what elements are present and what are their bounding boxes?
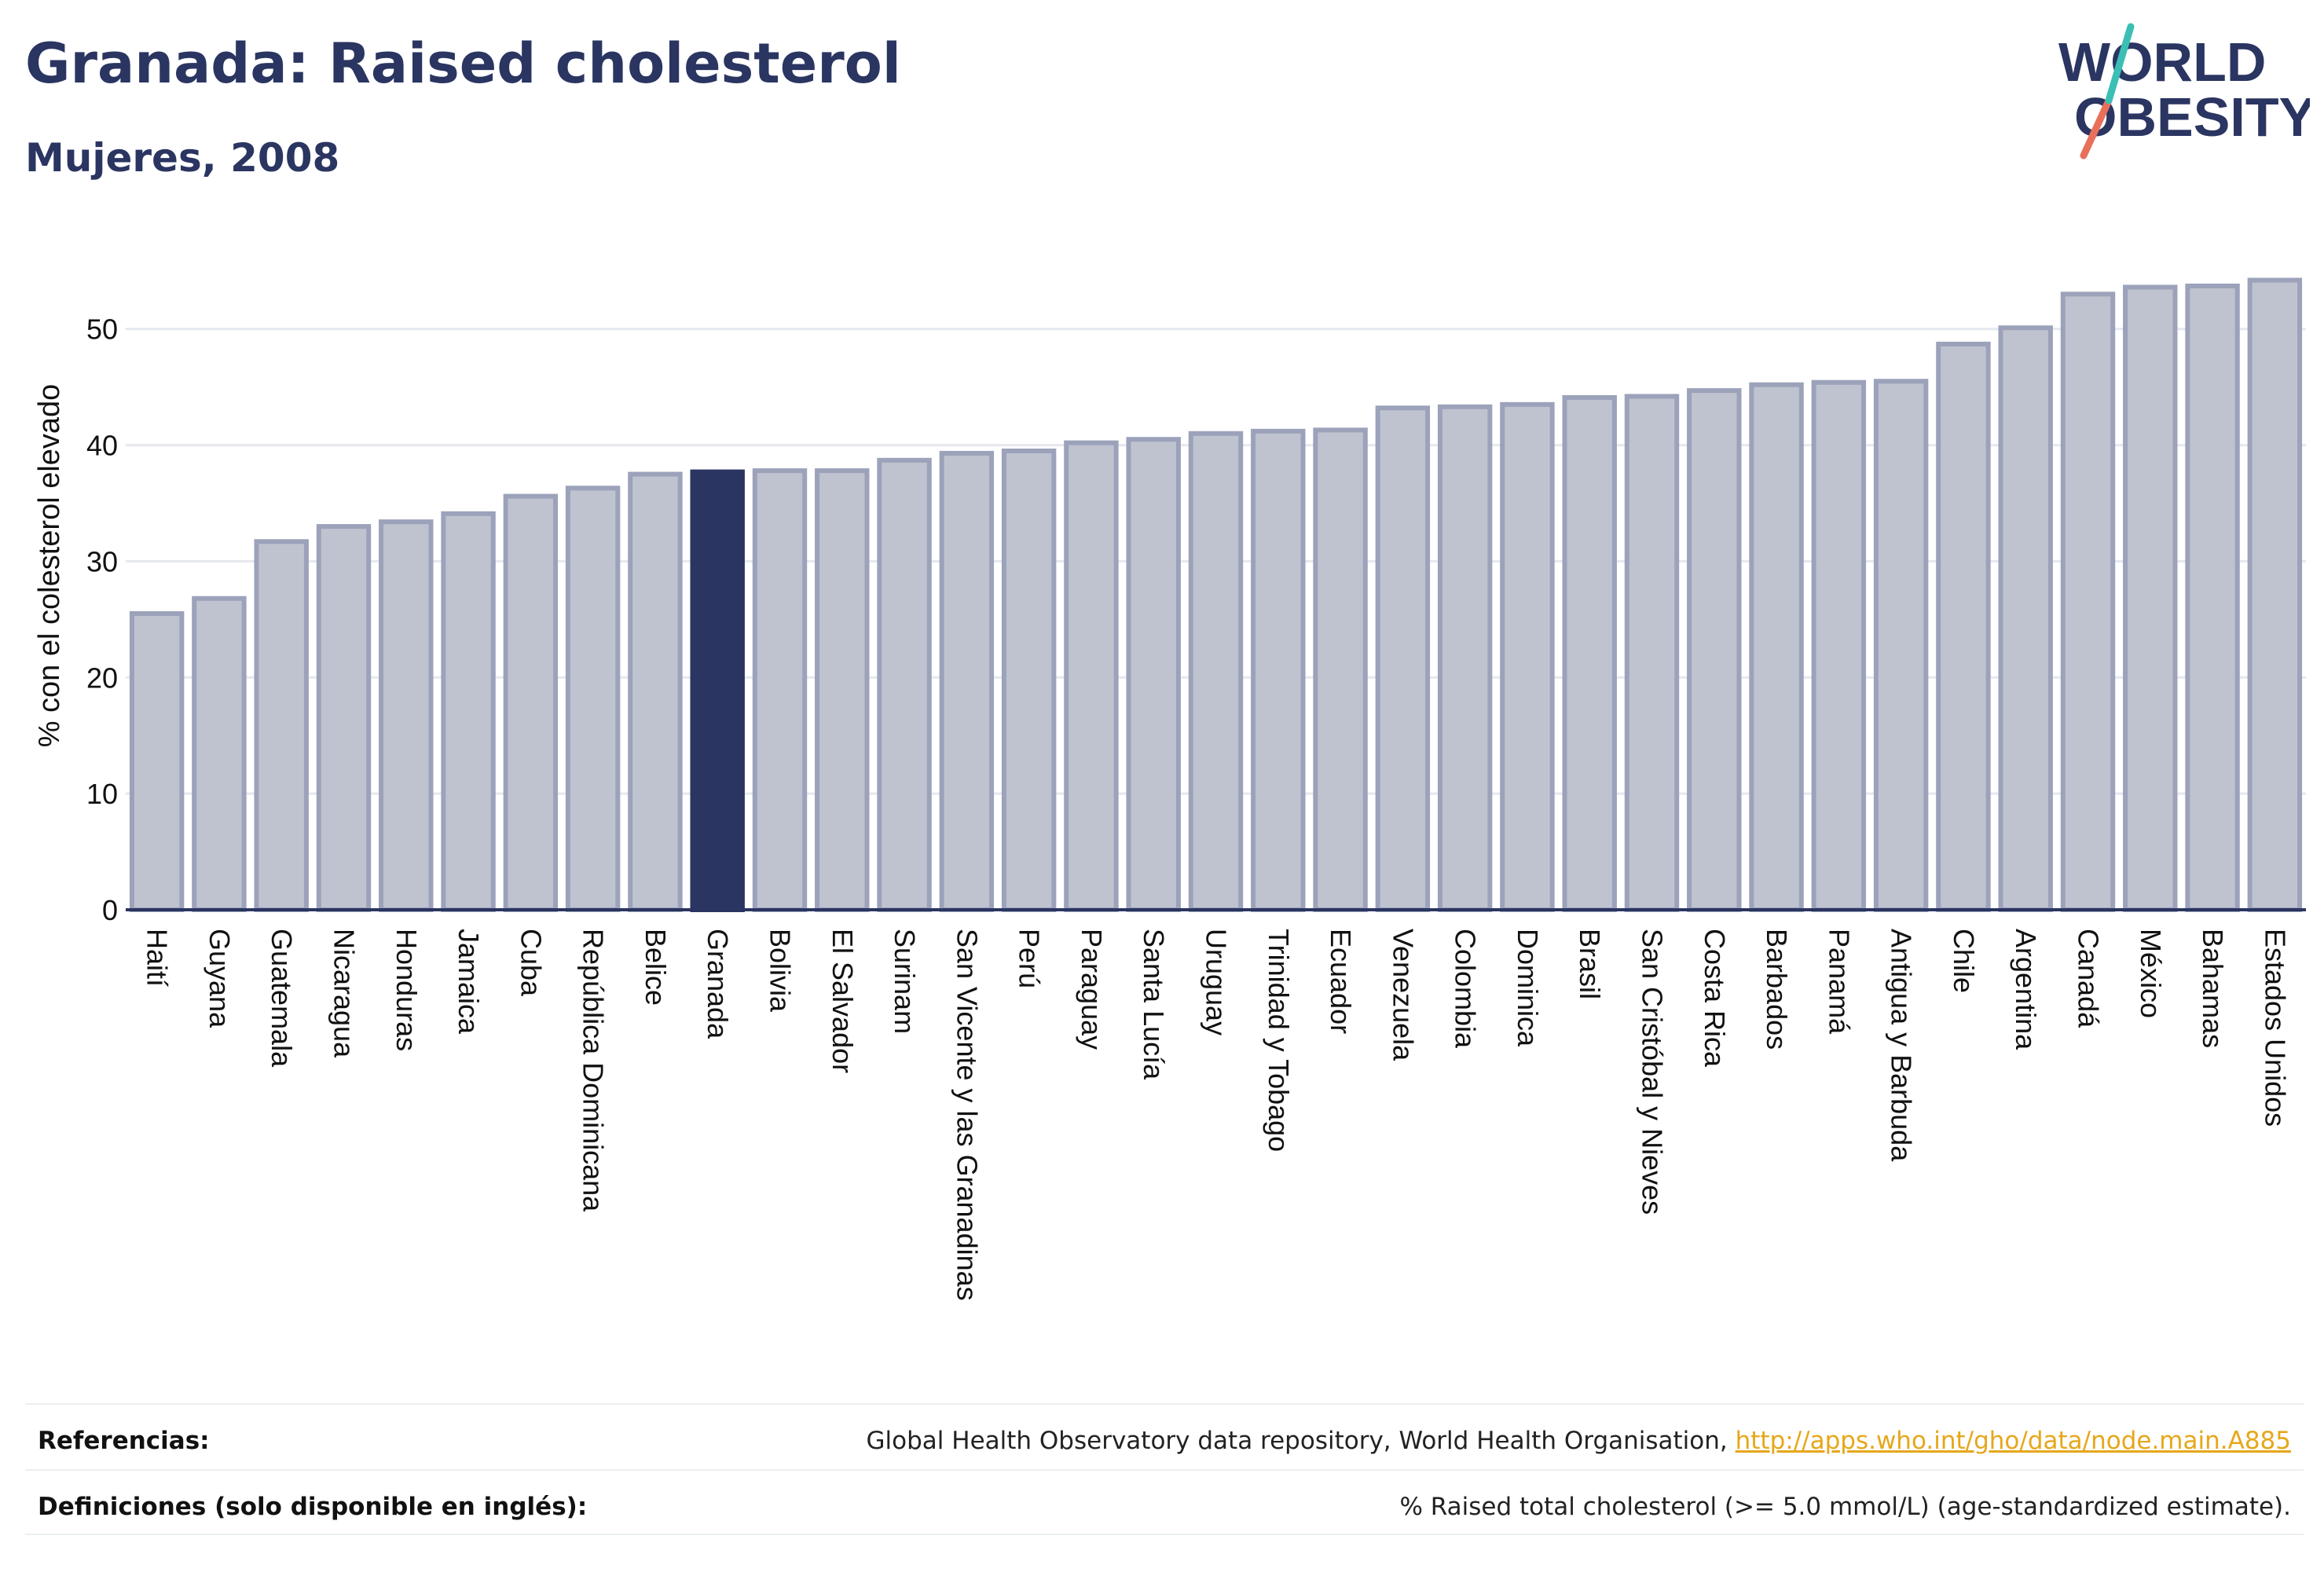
x-tick-label: Paraguay: [1076, 929, 1108, 1050]
y-tick-label: 10: [86, 778, 118, 810]
bar-méxico: [2123, 284, 2178, 912]
bar-santa-lucía: [1126, 437, 1181, 912]
x-tick-label: Dominica: [1512, 929, 1544, 1047]
bar-surinam: [877, 457, 932, 912]
x-tick-label: Estados Unidos: [2259, 929, 2291, 1127]
bar-trinidad-y-tobago: [1251, 428, 1306, 912]
chart-subtitle: Mujeres, 2008: [25, 135, 340, 181]
y-tick-label: 40: [86, 430, 118, 462]
x-tick-label: Colombia: [1450, 929, 1482, 1049]
x-tick-labels: Haití Guyana Guatemala Nicaragua Honduras Jam…: [141, 929, 2292, 1301]
y-tick-labels: 0 10 20 30 40 50: [86, 313, 118, 926]
x-tick-label: Ecuador: [1325, 929, 1357, 1034]
bar-nicaragua: [316, 524, 372, 912]
x-tick-label: Uruguay: [1200, 929, 1233, 1035]
bar-perú: [1001, 448, 1057, 912]
x-tick-label: Antigua y Barbuda: [1886, 929, 1918, 1162]
x-tick-label: Bahamas: [2197, 929, 2229, 1048]
bar-chart: 0 10 20 30 40 50 Haití Guyana Guatemala Nicaragu…: [33, 277, 2306, 1301]
bar-jamaica: [441, 511, 496, 912]
bars: [126, 277, 2306, 913]
footer-divider: [25, 1469, 2304, 1471]
world-obesity-logo: WORLD OBESITY: [2058, 23, 2310, 159]
y-tick-label: 20: [86, 662, 118, 694]
bar-bahamas: [2185, 284, 2240, 912]
x-tick-label: Canadá: [2073, 929, 2105, 1028]
x-tick-label: Venezuela: [1387, 929, 1419, 1061]
x-tick-label: El Salvador: [827, 929, 859, 1073]
x-tick-label: Granada: [702, 929, 734, 1039]
x-tick-label: México: [2135, 929, 2167, 1018]
x-tick-label: San Cristóbal y Nieves: [1637, 929, 1669, 1215]
x-tick-label: Panamá: [1823, 929, 1855, 1035]
bar-venezuela: [1375, 405, 1431, 912]
x-tick-label: Brasil: [1574, 929, 1606, 999]
x-tick-label: Barbados: [1761, 929, 1793, 1050]
bar-ecuador: [1313, 427, 1368, 912]
x-tick-label: San Vicente y las Granadinas: [951, 929, 983, 1301]
bar-guyana: [192, 596, 247, 912]
bar-guatemala: [254, 539, 309, 912]
footer-divider: [25, 1534, 2304, 1535]
y-tick-label: 0: [102, 894, 118, 926]
x-tick-label: Bolivia: [764, 929, 797, 1013]
bar-barbados: [1749, 382, 1804, 912]
x-tick-label: Guyana: [203, 929, 236, 1028]
x-tick-label: Belice: [640, 929, 672, 1006]
bar-argentina: [1998, 325, 2053, 912]
bar-el-salvador: [815, 468, 870, 912]
bar-paraguay: [1064, 440, 1119, 912]
definitions-text: % Raised total cholesterol (>= 5.0 mmol/…: [1399, 1493, 2291, 1521]
bar-chile: [1936, 341, 1991, 912]
x-tick-label: Surinam: [889, 929, 921, 1034]
x-tick-label: Nicaragua: [328, 929, 361, 1058]
bar-antigua-y-barbuda: [1873, 379, 1929, 912]
svg-text:WORLD: WORLD: [2058, 31, 2266, 93]
x-tick-label: Jamaica: [453, 929, 485, 1035]
footer-divider: [25, 1403, 2304, 1405]
bar-panamá: [1811, 379, 1867, 912]
x-tick-label: Cuba: [515, 929, 547, 997]
x-tick-label: Honduras: [390, 929, 423, 1051]
references-text: Global Health Observatory data repositor…: [866, 1427, 2291, 1455]
x-tick-label: Guatemala: [266, 929, 298, 1068]
bar-haití: [129, 610, 185, 912]
x-tick-label: Trinidad y Tobago: [1263, 929, 1295, 1152]
x-tick-label: Perú: [1014, 929, 1046, 988]
bar-belice: [628, 471, 683, 912]
x-tick-label: Haití: [141, 929, 174, 987]
bar-cuba: [503, 493, 559, 912]
bar-san-vicente-y-las-granadinas: [939, 450, 995, 912]
y-axis-label: % con el colesterol elevado: [33, 384, 66, 748]
bar-bolivia: [752, 468, 808, 912]
references-label: Referencias:: [38, 1427, 210, 1455]
x-tick-label: Costa Rica: [1699, 929, 1731, 1068]
bar-dominica: [1500, 401, 1555, 912]
y-tick-label: 50: [86, 313, 118, 346]
bar-canadá: [2060, 291, 2116, 913]
bar-honduras: [379, 519, 434, 913]
x-tick-label: República Dominicana: [577, 929, 610, 1212]
bar-república-dominicana: [565, 486, 621, 912]
bar-granada: [690, 469, 745, 912]
bar-brasil: [1562, 394, 1617, 912]
bar-san-cristóbal-y-nieves: [1624, 394, 1680, 912]
chart-title: Granada: Raised cholesterol: [25, 31, 901, 96]
x-tick-label: Argentina: [2010, 929, 2042, 1050]
bar-colombia: [1437, 404, 1493, 912]
bar-uruguay: [1188, 431, 1244, 912]
bar-estados-unidos: [2247, 277, 2303, 913]
x-tick-label: Chile: [1948, 929, 1980, 993]
bar-costa-rica: [1687, 388, 1742, 913]
x-tick-label: Santa Lucía: [1138, 929, 1170, 1080]
references-link[interactable]: http://apps.who.int/gho/data/node.main.A…: [1735, 1427, 2291, 1455]
y-tick-label: 30: [86, 545, 118, 577]
definitions-label: Definiciones (solo disponible en inglés)…: [38, 1493, 588, 1521]
